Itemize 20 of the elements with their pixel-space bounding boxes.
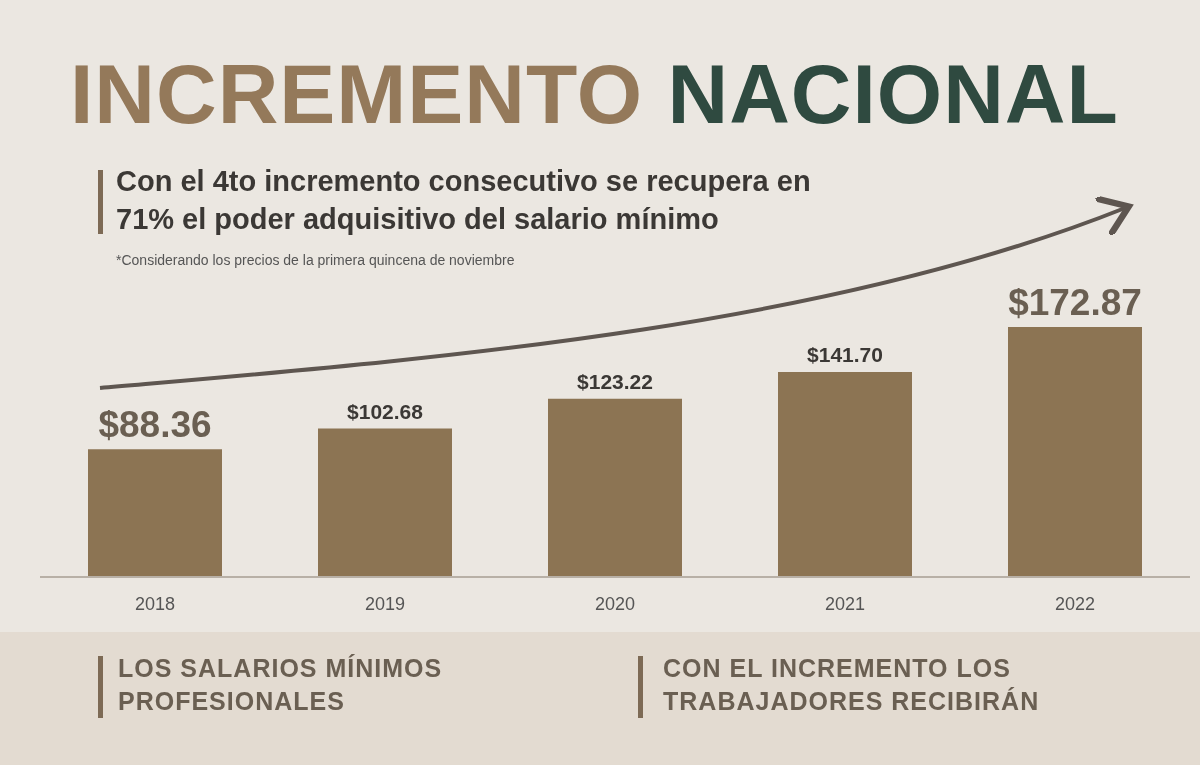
text: LOS SALARIOS MÍNIMOS PROFESIONALES <box>118 653 444 717</box>
chart-subtitle: Con el 4to incremento consecutivo se recupera en 71% el poder adquisitivo del salario mínimo <box>116 164 812 237</box>
bar <box>778 372 912 577</box>
x-tick-label: 2018 <box>134 593 176 614</box>
bar <box>88 449 222 577</box>
bar <box>1008 327 1142 577</box>
x-tick-label: 2019 <box>364 593 406 614</box>
bar <box>548 398 682 577</box>
data-label: $172.87 <box>1008 282 1142 323</box>
bar <box>318 428 452 577</box>
data-label: $102.68 <box>347 399 424 423</box>
chart-title: INCREMENTO NACIONAL <box>70 47 1119 141</box>
x-tick-label: 2021 <box>824 593 866 614</box>
text: *Considerando los precios de la primera quincena de noviembre <box>116 252 515 268</box>
text: CON EL INCREMENTO LOS TRABAJADORES RECIBIRÁN <box>663 653 1041 717</box>
x-tick-label: 2020 <box>594 593 636 614</box>
data-label: $88.36 <box>98 404 212 446</box>
x-tick-label: 2022 <box>1054 593 1096 614</box>
data-label: $123.22 <box>577 369 653 393</box>
data-label: $141.70 <box>807 343 883 367</box>
